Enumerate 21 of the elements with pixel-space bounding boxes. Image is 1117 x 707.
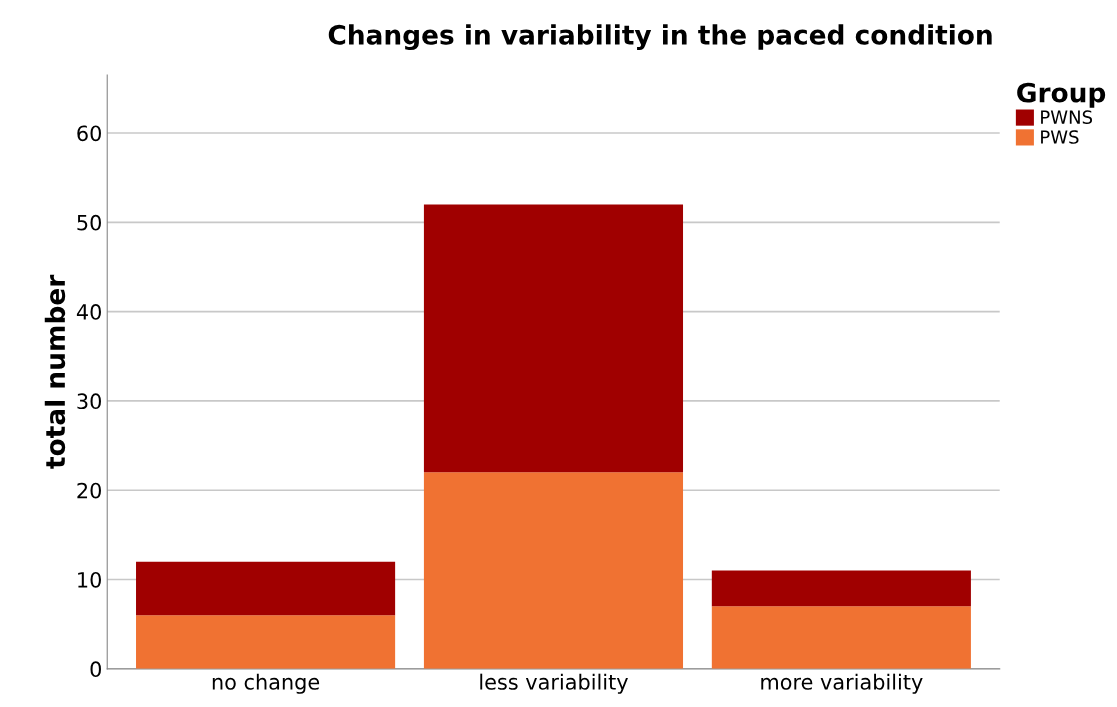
bar xyxy=(136,561,396,616)
y-tick-label: 40 xyxy=(76,304,101,320)
legend-label: PWNS xyxy=(1041,110,1093,125)
y-tick-label: 0 xyxy=(90,661,101,678)
y-tick-label: 50 xyxy=(77,214,101,231)
y-tick-label: 20 xyxy=(77,482,101,499)
bar xyxy=(423,204,684,473)
y-tick-label: 60 xyxy=(77,125,101,142)
x-tick-label: less variability xyxy=(480,673,628,694)
bar xyxy=(711,570,971,607)
x-tick-label: more variability xyxy=(761,673,923,694)
bar xyxy=(711,606,971,669)
bar xyxy=(423,472,684,669)
y-tick-label: 30 xyxy=(77,393,101,410)
legend-label: PWS xyxy=(1041,130,1079,144)
chart-title: Changes in variability in the paced condition xyxy=(328,24,992,51)
legend-title: Group xyxy=(1017,82,1106,108)
y-axis-title: total number xyxy=(44,274,66,469)
x-tick-label: no change xyxy=(212,673,320,694)
y-tick-label: 10 xyxy=(78,571,101,588)
bar xyxy=(136,615,396,669)
